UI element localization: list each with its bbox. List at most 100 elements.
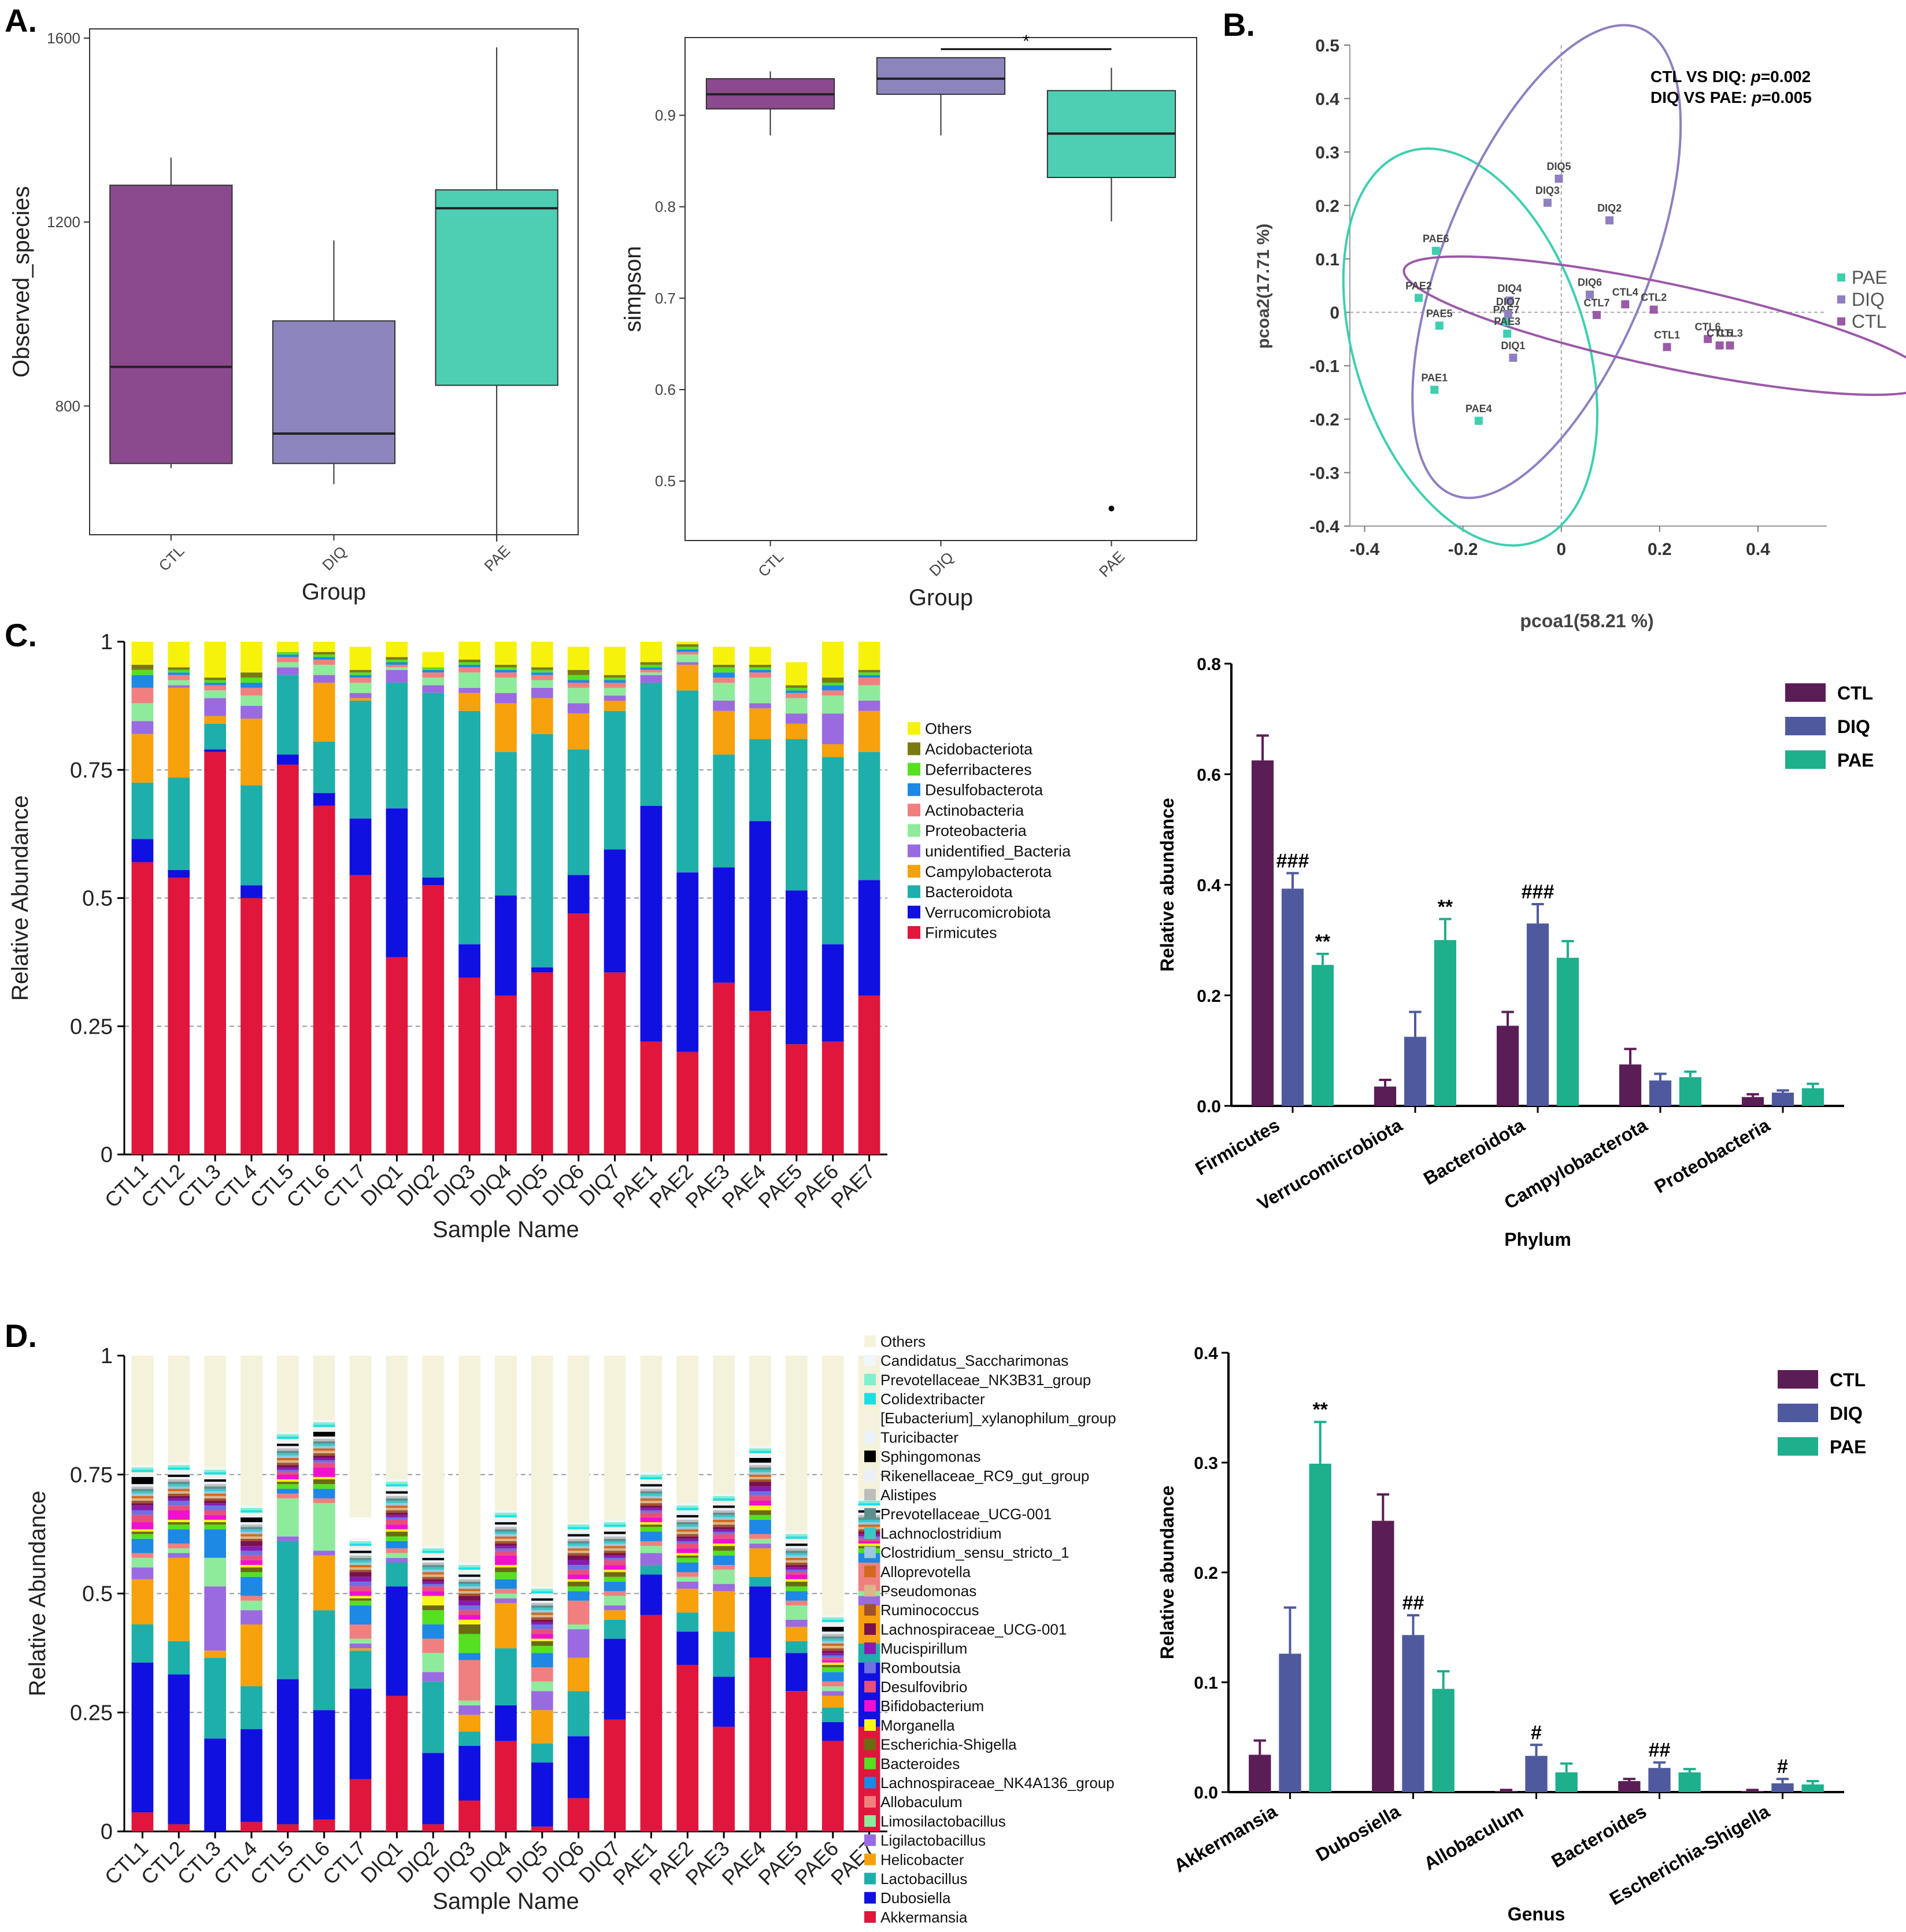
segment-unidentified-bacteria bbox=[676, 662, 699, 665]
segment-lachnospiraceae-nk4a136-group bbox=[168, 1529, 190, 1544]
segment-mucispirillum bbox=[240, 1546, 262, 1551]
y-tick-label: 0.6 bbox=[655, 381, 676, 398]
segment-unidentified-bacteria bbox=[386, 669, 408, 683]
point-pae3 bbox=[1503, 330, 1512, 338]
legend-swatch bbox=[908, 722, 920, 735]
segment-lachnoclostridium bbox=[676, 1524, 699, 1527]
legend-swatch bbox=[908, 783, 920, 796]
segment-romboutsia bbox=[531, 1624, 553, 1630]
y-tick-label: -0.1 bbox=[1309, 357, 1339, 376]
significance-mark: ** bbox=[1312, 1399, 1328, 1421]
segment-firmicutes bbox=[422, 885, 445, 1154]
segment-pseudomonas bbox=[749, 1476, 771, 1479]
segment-bacteroides bbox=[786, 1586, 808, 1592]
segment-limosilactobacillus bbox=[749, 1538, 771, 1544]
legend-label: Verrucomicrobiota bbox=[925, 904, 1052, 921]
segment-others bbox=[858, 642, 880, 670]
segment-escherichia-shigella bbox=[168, 1522, 190, 1525]
segment-actinobacteria bbox=[168, 675, 190, 680]
segment-rikenellaceae-rc9-gut-group bbox=[604, 1534, 626, 1537]
x-tick-label: CTL7 bbox=[318, 1837, 371, 1889]
segment-firmicutes bbox=[240, 898, 262, 1154]
segment-akkermansia bbox=[640, 1615, 663, 1831]
segment-prevotellaceae-nk3b31-group bbox=[422, 1548, 445, 1551]
segment-alistipes bbox=[786, 1548, 808, 1551]
segment-lactobacillus bbox=[131, 1624, 154, 1663]
segment-helicobacter bbox=[821, 1696, 844, 1708]
segment-sphingomonas bbox=[604, 1531, 626, 1534]
segment-bifidobacterium bbox=[422, 1591, 445, 1596]
segment-alloprevotella bbox=[495, 1536, 517, 1539]
segment-morganella bbox=[386, 1529, 408, 1532]
segment-alistipes bbox=[277, 1448, 299, 1451]
segment--eubacterium-xylanophilum-group bbox=[749, 1453, 771, 1456]
segment-bacteroides bbox=[277, 1484, 299, 1489]
segment-desulfovibrio bbox=[640, 1512, 663, 1518]
segment-bacteroides bbox=[240, 1572, 262, 1577]
segment-mucispirillum bbox=[277, 1467, 299, 1470]
segment-limosilactobacillus bbox=[204, 1557, 226, 1587]
segment-ligilactobacillus bbox=[386, 1557, 408, 1563]
segment-bifidobacterium bbox=[277, 1474, 299, 1479]
segment-limosilactobacillus bbox=[531, 1681, 553, 1692]
segment-sphingomonas bbox=[531, 1598, 553, 1601]
segment-lactobacillus bbox=[821, 1708, 844, 1722]
point-label: PAE6 bbox=[1423, 233, 1449, 245]
segment-desulfovibrio bbox=[821, 1657, 844, 1660]
segment-acidobacteriota bbox=[204, 678, 226, 680]
segment-candidatus-saccharimonas bbox=[604, 1519, 626, 1523]
bar-others-pae6 bbox=[821, 1356, 844, 1632]
segment-akkermansia bbox=[313, 1819, 335, 1831]
segment-prevotellaceae-ucg-001 bbox=[204, 1486, 226, 1489]
segment-lactobacillus bbox=[277, 1541, 299, 1679]
segment-candidatus-saccharimonas bbox=[386, 1479, 408, 1482]
segment-morganella bbox=[458, 1619, 480, 1624]
segment-prevotellaceae-nk3b31-group bbox=[858, 1501, 880, 1504]
box-pae bbox=[435, 189, 558, 386]
point-label: PAE1 bbox=[1421, 372, 1448, 383]
legend-label: Limosilactobacillus bbox=[880, 1812, 1006, 1830]
segment-deferribacteres bbox=[821, 682, 844, 686]
segment-verrucomicrobiota bbox=[313, 793, 335, 806]
segment-escherichia-shigella bbox=[313, 1479, 335, 1485]
segment-alloprevotella bbox=[349, 1565, 372, 1568]
segment-dubosiella bbox=[640, 1574, 663, 1615]
segment-mucispirillum bbox=[821, 1653, 844, 1656]
segment-morganella bbox=[168, 1519, 190, 1523]
segment-morganella bbox=[786, 1579, 808, 1582]
segment-lachnospiraceae-nk4a136-group bbox=[713, 1555, 735, 1565]
bar-diq-campylobacterota bbox=[1649, 1080, 1672, 1106]
segment-desulfobacterota bbox=[277, 654, 299, 657]
segment-campylobacterota bbox=[204, 716, 226, 724]
segment--eubacterium-xylanophilum-group bbox=[676, 1510, 699, 1513]
segment-firmicutes bbox=[349, 875, 372, 1154]
segment-prevotellaceae-nk3b31-group bbox=[168, 1465, 190, 1468]
segment-helicobacter bbox=[676, 1589, 699, 1613]
segment-proteobacteria bbox=[821, 695, 844, 714]
segment-allobaculum bbox=[277, 1493, 299, 1498]
segment-romboutsia bbox=[676, 1541, 699, 1544]
segment-ligilactobacillus bbox=[531, 1691, 553, 1711]
segment-alloprevotella bbox=[168, 1489, 190, 1491]
legend-label: Escherichia-Shigella bbox=[880, 1736, 1017, 1753]
segment-lactobacillus bbox=[713, 1631, 735, 1677]
segment-pseudomonas bbox=[386, 1508, 408, 1511]
segment-limosilactobacillus bbox=[168, 1548, 190, 1553]
segment-desulfovibrio bbox=[458, 1610, 480, 1615]
segment-mucispirillum bbox=[786, 1567, 808, 1570]
segment-unidentified-bacteria bbox=[531, 687, 553, 698]
segment-actinobacteria bbox=[531, 675, 553, 680]
segment-candidatus-saccharimonas bbox=[277, 1431, 299, 1434]
segment-romboutsia bbox=[349, 1581, 372, 1587]
segment-prevotellaceae-nk3b31-group bbox=[458, 1565, 480, 1568]
x-axis-title: pcoa1(58.21 %) bbox=[1520, 610, 1653, 631]
legend-label: Candidatus_Saccharimonas bbox=[880, 1352, 1068, 1370]
segment-clostridium-sensu-stricto-1 bbox=[531, 1610, 553, 1613]
segment-bacteroidota bbox=[640, 682, 663, 806]
segment-alistipes bbox=[168, 1479, 190, 1482]
segment-mucispirillum bbox=[531, 1622, 553, 1624]
segment-limosilactobacillus bbox=[567, 1624, 590, 1630]
segment-dubosiella bbox=[349, 1689, 372, 1779]
legend-label: Alistipes bbox=[880, 1486, 937, 1504]
segment-actinobacteria bbox=[131, 687, 154, 704]
